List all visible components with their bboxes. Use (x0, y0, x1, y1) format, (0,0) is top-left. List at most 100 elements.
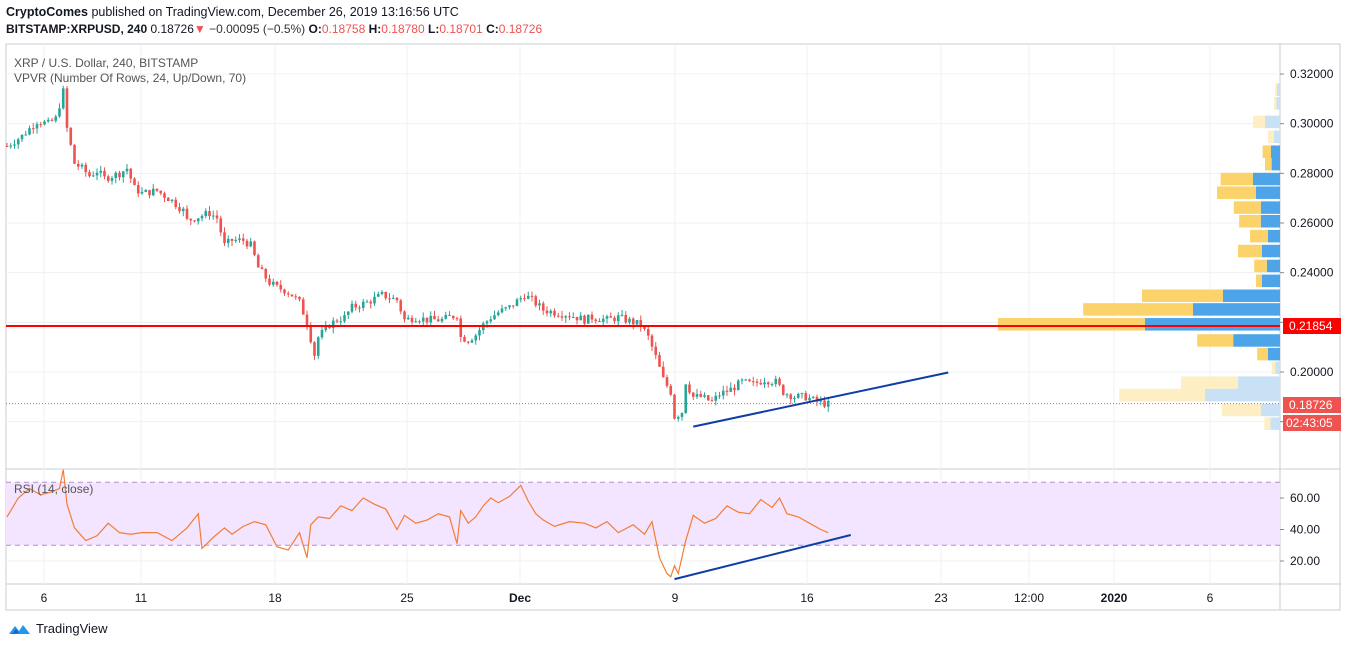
candle-body (61, 88, 65, 109)
candle-body (590, 314, 594, 320)
candle-body (511, 305, 515, 307)
vp-down-bar (998, 318, 1145, 331)
candle-body (729, 387, 733, 392)
x-tick-label: 2020 (1101, 591, 1128, 605)
vp-up-bar (1277, 83, 1280, 96)
candle-body (54, 116, 58, 121)
candle-body (549, 310, 553, 314)
candle-body (339, 321, 343, 323)
candle-body (204, 211, 208, 217)
vp-up-bar (1233, 334, 1280, 347)
candle-body (605, 316, 609, 319)
candle-body (699, 394, 703, 397)
candle-body (133, 178, 136, 186)
rsi-legend[interactable]: RSI (14, close) (14, 482, 93, 496)
candle-body (283, 289, 286, 294)
publisher-name[interactable]: CryptoComes (6, 5, 88, 19)
candle-body (616, 315, 620, 322)
pair-legend[interactable]: XRP / U.S. Dollar, 240, BITSTAMP (14, 56, 198, 70)
rsi-tick-label: 20.00 (1290, 554, 1320, 568)
candle-body (163, 193, 166, 198)
candle-body (493, 315, 496, 320)
vp-up-bar (1205, 388, 1280, 402)
candle-body (451, 315, 455, 319)
vpvr-legend[interactable]: VPVR (Number Of Rows, 24, Up/Down, 70) (14, 71, 246, 85)
candle-body (601, 318, 605, 322)
candle-body (159, 190, 163, 194)
candle-body (523, 298, 526, 300)
vp-down-bar (1275, 83, 1277, 96)
candle-body (365, 301, 369, 303)
vp-up-bar (1260, 201, 1280, 214)
vp-up-bar (1271, 145, 1280, 158)
candle-body (253, 241, 256, 256)
vp-up-bar (1265, 115, 1280, 129)
rsi-plot (6, 469, 851, 581)
candle-body (395, 297, 399, 301)
vp-up-bar (1262, 274, 1280, 288)
y-tick-label: 0.32000 (1290, 67, 1334, 81)
candle-body (31, 128, 35, 130)
price-change: −0.00095 (−0.5%) (209, 22, 306, 36)
candle-body (376, 293, 380, 297)
publish-info: CryptoComes published on TradingView.com… (6, 5, 459, 19)
candle-body (279, 284, 283, 290)
vp-down-bar (1271, 361, 1276, 375)
candle-body (519, 298, 523, 300)
candle-body (16, 139, 20, 145)
candle-body (324, 325, 328, 331)
candle-body (241, 238, 245, 241)
candle-body (95, 172, 99, 176)
candle-body (800, 393, 804, 395)
candle-body (211, 215, 215, 217)
candle-body (478, 330, 481, 336)
x-tick-label: 16 (800, 591, 814, 605)
candle-body (796, 393, 800, 398)
candle-body (665, 377, 669, 386)
candle-body (793, 397, 796, 400)
candle-body (373, 296, 376, 304)
rsi-tick-label: 60.00 (1290, 491, 1320, 505)
candle-body (39, 124, 43, 126)
candle-body (703, 395, 706, 397)
candle-body (223, 232, 226, 244)
candle-body (5, 146, 9, 148)
candle-body (740, 379, 744, 381)
symbol-label: BITSTAMP:XRPUSD, 240 (6, 22, 148, 36)
open-label: O: (308, 22, 322, 36)
candle-body (256, 255, 260, 268)
candle-body (76, 163, 80, 167)
vp-down-bar (1253, 115, 1265, 129)
candle-body (226, 238, 230, 244)
candle-body (91, 175, 95, 177)
ohlc-header: BITSTAMP:XRPUSD, 240 0.18726▼ −0.00095 (… (6, 22, 542, 36)
vp-down-bar (1250, 229, 1268, 243)
footer-brand[interactable]: TradingView (8, 621, 108, 636)
candle-body (553, 310, 556, 316)
vp-down-bar (1119, 388, 1205, 402)
candle-body (496, 312, 500, 316)
candle-body (586, 314, 590, 324)
vp-down-bar (1274, 97, 1277, 110)
vp-up-bar (1193, 303, 1280, 316)
candle-body (440, 318, 444, 322)
candle-body (320, 330, 324, 338)
x-tick-label: 6 (41, 591, 48, 605)
footer-brand-label: TradingView (36, 621, 108, 636)
low-label: L: (428, 22, 440, 36)
vp-down-bar (1262, 145, 1271, 158)
vp-down-bar (1233, 201, 1261, 214)
rsi-band (6, 481, 1280, 546)
candle-body (804, 393, 808, 401)
candle-body (673, 394, 676, 419)
vp-down-bar (1238, 244, 1262, 258)
candle-body (556, 315, 560, 317)
candle-body (680, 413, 684, 417)
close-value: 0.18726 (498, 22, 543, 36)
candle-body (429, 315, 433, 323)
y-tick-label: 0.30000 (1290, 117, 1334, 131)
poc-badge-text: 0.21854 (1289, 319, 1333, 333)
candle-body (189, 218, 193, 221)
candle-body (485, 321, 489, 324)
